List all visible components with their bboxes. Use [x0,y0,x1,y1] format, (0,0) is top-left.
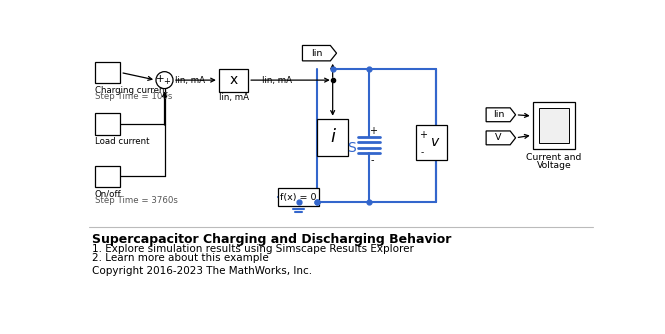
Text: Iin: Iin [493,110,504,119]
Circle shape [156,72,173,89]
Text: f(x) = 0: f(x) = 0 [281,193,317,202]
Bar [539,108,569,143]
Text: 2. Learn more about this example: 2. Learn more about this example [92,254,269,264]
Bar [533,102,575,149]
Text: -: - [371,155,374,165]
Text: Iin: Iin [311,49,322,58]
Text: Copyright 2016-2023 The MathWorks, Inc.: Copyright 2016-2023 The MathWorks, Inc. [92,266,313,276]
Text: Iin, mA: Iin, mA [219,93,249,102]
Text: Charging current: Charging current [94,86,168,95]
Text: 1. Explore simulation results using Simscape Results Explorer: 1. Explore simulation results using Sims… [92,244,414,254]
Text: +: + [164,77,170,86]
Text: V: V [495,133,502,142]
Text: Supercapacitor Charging and Discharging Behavior: Supercapacitor Charging and Discharging … [92,233,452,246]
Bar [317,119,348,156]
Text: -: - [421,148,424,157]
Bar [279,188,319,206]
Text: Step Time = 100s: Step Time = 100s [94,92,172,101]
Bar [219,68,248,92]
Text: +: + [156,74,165,85]
Bar [94,113,120,135]
Text: Current and: Current and [526,153,582,162]
Text: x: x [229,73,237,87]
Text: Iin, mA: Iin, mA [262,75,292,85]
Polygon shape [303,45,336,61]
Text: v: v [431,136,439,150]
Bar [94,166,120,187]
Bar [94,62,120,83]
Polygon shape [486,108,515,122]
Text: +: + [418,130,426,140]
Text: Iin, mA: Iin, mA [175,76,205,85]
Text: i: i [331,128,335,146]
Text: On/off: On/off [94,189,122,198]
Bar [416,125,448,160]
Text: S: S [347,141,356,155]
Text: Voltage: Voltage [537,161,571,170]
Text: Load current: Load current [94,137,149,146]
Text: Step Time = 3760s: Step Time = 3760s [94,196,178,205]
Text: +: + [368,126,376,136]
Polygon shape [486,131,515,145]
